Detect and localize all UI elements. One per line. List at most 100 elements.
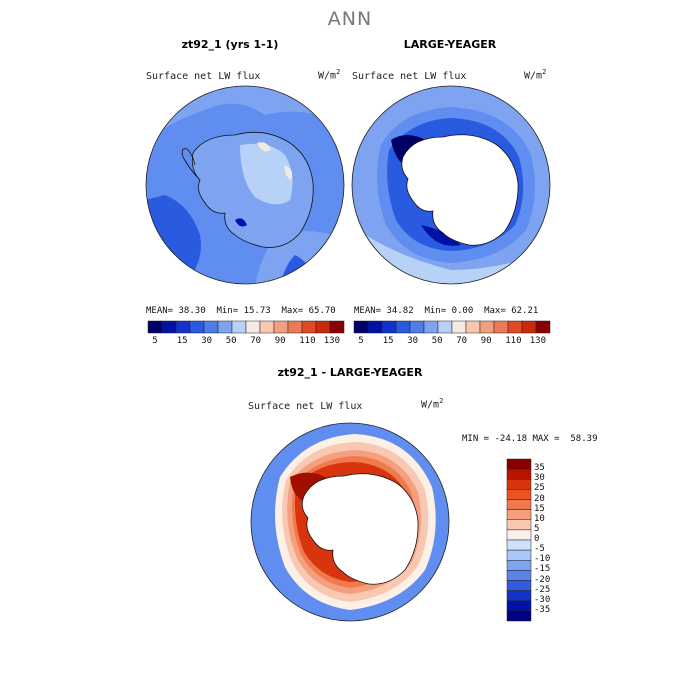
- panel-3-colorbar-tick-label: -30: [534, 594, 551, 605]
- panel-3-colorbar-swatch: [506, 458, 532, 470]
- panel-1-colorbar-tick-label: 50: [225, 336, 237, 346]
- panel-2-variable-label: Surface net LW flux: [352, 71, 467, 82]
- panel-2-title: LARGE-YEAGER: [403, 38, 497, 51]
- panel-1-warm-patch-1: [257, 142, 271, 152]
- panel-2-colorbar-swatch: [423, 320, 439, 334]
- panel-1-colorbar: [147, 320, 345, 334]
- panel-1-colorbar-swatch: [161, 320, 177, 334]
- panel-1-colorbar-tick-label: 90: [274, 336, 286, 346]
- panel-2-map: [351, 85, 551, 285]
- panel-3-colorbar-swatch: [506, 560, 532, 571]
- panel-2-colorbar-tick-label: 5: [358, 336, 364, 346]
- panel-2-colorbar-swatch: [507, 320, 523, 334]
- panel-3-colorbar-tick-label: -15: [534, 564, 551, 575]
- panel-1-colorbar-tick-label: 70: [250, 336, 262, 346]
- panel-1-unit-label: W/m2: [318, 68, 341, 82]
- panel-2-colorbar-swatch: [465, 320, 481, 334]
- panel-2-colorbar-swatch: [479, 320, 495, 334]
- panel-2-colorbar-swatch: [367, 320, 383, 334]
- panel-1-colorbar-swatch: [287, 320, 303, 334]
- panel-3-colorbar-swatch: [506, 519, 532, 531]
- panel-3-unit-label: W/m2: [421, 397, 444, 411]
- panel-3-colorbar-swatch: [506, 489, 532, 500]
- panel-3-colorbar-swatch: [506, 468, 532, 480]
- panel-3-colorbar-swatch: [506, 529, 532, 541]
- panel-1-colorbar-tick-label: 5: [152, 336, 158, 346]
- panel-2-colorbar-ticks: 5 15 30 50 70 90 110 130: [354, 336, 550, 348]
- panel-1-colorbar-tick-label: 30: [201, 336, 213, 346]
- panel-1-colorbar-swatch: [301, 320, 317, 334]
- panel-2-stats: MEAN= 34.82 Min= 0.00 Max= 62.21: [354, 306, 539, 316]
- panel-1-peninsula: [181, 148, 201, 181]
- panel-3-colorbar-swatch: [506, 610, 532, 622]
- panel-2-colorbar-swatch: [381, 320, 397, 334]
- panel-3-colorbar-tick-label: 0: [534, 534, 540, 544]
- panel-3-title: zt92_1 - LARGE-YEAGER: [277, 366, 423, 379]
- panel-1-colorbar-swatch: [315, 320, 331, 334]
- panel-2-pale-region: [352, 225, 550, 284]
- panel-3-colorbar-tick-label: 30: [534, 473, 545, 484]
- panel-3-continent: [301, 473, 419, 585]
- panel-3-colorbar-tick-label: 10: [534, 513, 545, 524]
- panel-1-colorbar-tick-label: 15: [176, 336, 188, 346]
- panel-3-colorbar-swatch: [506, 590, 532, 601]
- panel-1-variable-label: Surface net LW flux: [146, 71, 261, 82]
- panel-3-stats: MIN = -24.18 MAX = 58.39: [462, 434, 598, 444]
- figure-title: ANN: [327, 8, 373, 30]
- panel-3-colorbar-swatch: [506, 509, 532, 520]
- panel-3-colorbar-tick-label: -20: [534, 574, 551, 585]
- panel-2-colorbar-tick-label: 90: [480, 336, 492, 346]
- panel-2-colorbar-swatch: [535, 320, 551, 334]
- panel-3-colorbar-tick-label: 20: [534, 493, 545, 504]
- panel-2-continent: [401, 134, 519, 246]
- panel-3-colorbar-swatch: [506, 479, 532, 490]
- panel-1-title: zt92_1 (yrs 1-1): [181, 38, 279, 51]
- panel-3-colorbar-tick-label: -5: [534, 544, 545, 555]
- panel-3-colorbar-tick-label: 35: [534, 463, 545, 474]
- panel-1-colorbar-ticks: 5 15 30 50 70 90 110 130: [148, 336, 344, 348]
- panel-1-colorbar-swatch: [259, 320, 275, 334]
- panel-2-colorbar-swatch: [451, 320, 467, 334]
- panel-2-colorbar-tick-label: 110: [505, 336, 522, 346]
- panel-2-colorbar-swatch: [395, 320, 411, 334]
- panel-2-colorbar-swatch: [521, 320, 537, 334]
- panel-1-map: [145, 85, 345, 285]
- panel-3-colorbar-tick-label: -25: [534, 584, 551, 595]
- panel-2-colorbar-tick-label: 50: [431, 336, 443, 346]
- panel-2-colorbar-swatch: [353, 320, 369, 334]
- panel-2-deep-patch-2: [421, 225, 461, 246]
- panel-3-colorbar-swatch: [506, 539, 532, 551]
- panel-1-colorbar-swatch: [329, 320, 345, 334]
- panel-2-colorbar-swatch: [437, 320, 453, 334]
- panel-3-colorbar-swatch: [506, 499, 532, 510]
- panel-1-stats: MEAN= 38.30 Min= 15.73 Max= 65.70: [146, 306, 336, 316]
- panel-3-colorbar-swatch: [506, 600, 532, 612]
- panel-1-colorbar-swatch: [217, 320, 233, 334]
- panel-1-colorbar-swatch: [273, 320, 289, 334]
- panel-2-colorbar-swatch: [493, 320, 509, 334]
- panel-1-colorbar-swatch: [245, 320, 261, 334]
- panel-3-colorbar-tick-label: -35: [534, 604, 551, 615]
- panel-3-colorbar-swatch: [506, 580, 532, 591]
- panel-1-colorbar-swatch: [231, 320, 247, 334]
- panel-3-colorbar-ticks: 35 30 25 20 15 10 5 0 -5 -10 -15 -20 -25 -30 -35: [532, 459, 572, 621]
- panel-1-colorbar-swatch: [175, 320, 191, 334]
- panel-2-colorbar-swatch: [409, 320, 425, 334]
- panel-3-colorbar-tick-label: 15: [534, 503, 545, 514]
- panel-1-deep-patch: [235, 218, 247, 227]
- panel-3-colorbar-swatch: [506, 570, 532, 581]
- panel-1-colorbar-swatch: [189, 320, 205, 334]
- panel-3-colorbar-tick-label: 5: [534, 523, 540, 534]
- panel-1-colorbar-tick-label: 130: [323, 336, 341, 346]
- panel-3-colorbar-tick-label: -10: [534, 554, 551, 565]
- panel-1-colorbar-tick-label: 110: [299, 336, 316, 346]
- panel-3-map: [250, 422, 450, 622]
- panel-2-unit-label: W/m2: [524, 68, 547, 82]
- panel-3-colorbar-swatch: [506, 549, 532, 561]
- panel-1-warm-patch-2: [284, 165, 293, 180]
- panel-1-continent-pale: [240, 143, 293, 205]
- panel-1-colorbar-swatch: [147, 320, 163, 334]
- panel-2-colorbar-tick-label: 70: [456, 336, 468, 346]
- panel-2-colorbar-tick-label: 130: [529, 336, 547, 346]
- panel-2-colorbar: [353, 320, 551, 334]
